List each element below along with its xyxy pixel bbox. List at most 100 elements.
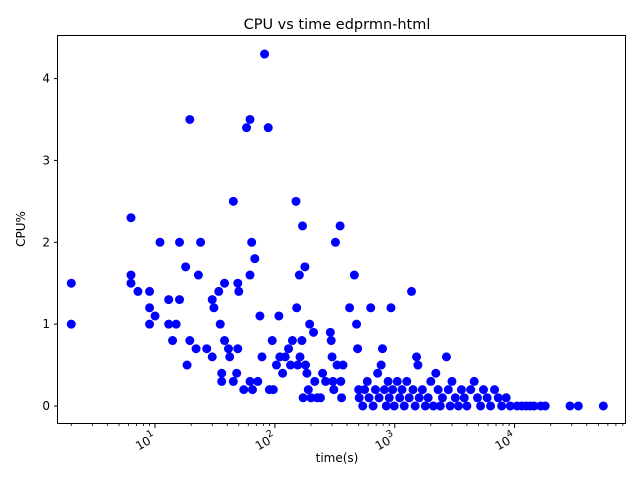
- scatter-point: [66, 278, 76, 288]
- scatter-point: [315, 393, 325, 403]
- scatter-point: [267, 336, 277, 346]
- scatter-point: [232, 368, 242, 378]
- scatter-point: [413, 360, 423, 370]
- scatter-point: [388, 385, 398, 395]
- scatter-point: [472, 393, 482, 403]
- scatter-point: [145, 286, 155, 296]
- scatter-point: [338, 360, 348, 370]
- scatter-point: [386, 303, 396, 313]
- scatter-point: [412, 352, 422, 362]
- x-tick-label: 104: [493, 428, 515, 453]
- scatter-point: [437, 393, 447, 403]
- scatter-point: [253, 376, 263, 386]
- scatter-point: [428, 401, 438, 411]
- scatter-point: [410, 401, 420, 411]
- scatter-point: [377, 344, 387, 354]
- scatter-point: [245, 114, 255, 124]
- chart-title: CPU vs time edprmn-html: [244, 17, 431, 33]
- scatter-point: [247, 385, 257, 395]
- scatter-point: [529, 401, 539, 411]
- scatter-point: [565, 401, 575, 411]
- y-tick-label: 3: [42, 153, 50, 167]
- scatter-point: [397, 385, 407, 395]
- scatter-point: [268, 385, 278, 395]
- scatter-point: [217, 376, 227, 386]
- scatter-point: [381, 401, 391, 411]
- scatter-point: [207, 295, 217, 305]
- x-tick-label: 102: [251, 428, 278, 453]
- scatter-point: [291, 196, 301, 206]
- scatter-point: [389, 401, 399, 411]
- scatter-point: [501, 393, 511, 403]
- data-points: [66, 49, 608, 411]
- scatter-point: [280, 352, 290, 362]
- scatter-point: [300, 360, 310, 370]
- scatter-point: [175, 237, 185, 247]
- scatter-point: [469, 376, 479, 386]
- y-tick-label: 4: [42, 72, 50, 86]
- scatter-point: [325, 327, 335, 337]
- scatter-point: [376, 360, 386, 370]
- scatter-point: [220, 278, 230, 288]
- scatter-point: [245, 376, 255, 386]
- scatter-point: [310, 376, 320, 386]
- scatter-point: [433, 385, 443, 395]
- scatter-point: [450, 393, 460, 403]
- scatter-point: [133, 286, 143, 296]
- svg-text:101: 101: [132, 428, 159, 453]
- scatter-point: [126, 213, 136, 223]
- scatter-point: [278, 368, 288, 378]
- scatter-point: [209, 303, 219, 313]
- scatter-point: [164, 319, 174, 329]
- scatter-point: [293, 360, 303, 370]
- scatter-point: [196, 237, 206, 247]
- svg-text:103: 103: [371, 428, 398, 453]
- scatter-point: [441, 352, 451, 362]
- scatter-point: [328, 376, 338, 386]
- scatter-point: [383, 376, 393, 386]
- scatter-point: [145, 319, 155, 329]
- scatter-point: [353, 344, 363, 354]
- scatter-point: [284, 344, 294, 354]
- scatter-point: [182, 360, 192, 370]
- scatter-point: [366, 303, 376, 313]
- scatter-point: [233, 278, 243, 288]
- scatter-point: [286, 360, 296, 370]
- scatter-point: [164, 295, 174, 305]
- scatter-point: [202, 344, 212, 354]
- scatter-point: [404, 393, 414, 403]
- scatter-point: [349, 270, 359, 280]
- scatter-point: [329, 385, 339, 395]
- scatter-point: [220, 336, 230, 346]
- scatter-point: [407, 286, 417, 296]
- scatter-point: [414, 393, 424, 403]
- scatter-point: [447, 376, 457, 386]
- scatter-point: [335, 221, 345, 231]
- y-axis-label: CPU%: [14, 211, 28, 247]
- scatter-point: [193, 270, 203, 280]
- scatter-point: [263, 123, 273, 133]
- scatter-point: [420, 401, 430, 411]
- scatter-point: [298, 221, 308, 231]
- scatter-point: [305, 319, 315, 329]
- scatter-point: [423, 393, 433, 403]
- y-tick-label: 0: [42, 399, 50, 413]
- scatter-point: [336, 376, 346, 386]
- scatter-point: [431, 368, 441, 378]
- scatter-point: [417, 385, 427, 395]
- scatter-point: [214, 286, 224, 296]
- svg-text:102: 102: [251, 428, 278, 453]
- scatter-point: [497, 401, 507, 411]
- scatter-point: [287, 336, 297, 346]
- scatter-point: [228, 376, 238, 386]
- scatter-point: [370, 385, 380, 395]
- scatter-point: [191, 344, 201, 354]
- scatter-point: [598, 401, 608, 411]
- scatter-point: [490, 385, 500, 395]
- scatter-point: [352, 319, 362, 329]
- scatter-point: [298, 393, 308, 403]
- scatter-point: [239, 385, 249, 395]
- scatter-point: [215, 319, 225, 329]
- scatter-point: [242, 123, 252, 133]
